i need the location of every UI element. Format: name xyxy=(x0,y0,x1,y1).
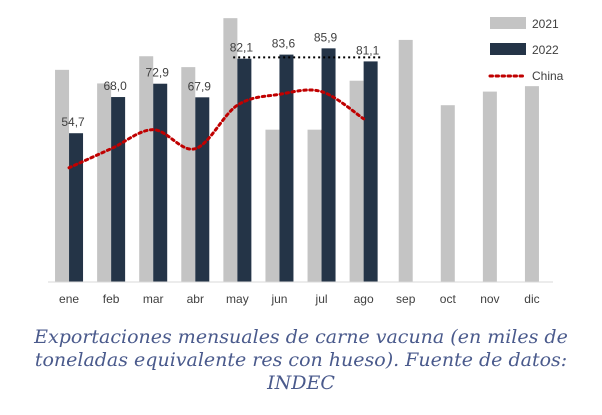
bar-2021-jul xyxy=(307,129,322,282)
x-tick-label-may: may xyxy=(226,292,249,306)
bar-2022-mar xyxy=(153,83,168,282)
x-tick-label-ene: ene xyxy=(59,292,79,306)
data-label-2022-abr: 67,9 xyxy=(188,79,212,93)
bar-2022-abr xyxy=(195,97,210,282)
bar-2021-ene xyxy=(55,69,70,282)
caption-line: INDEC xyxy=(267,372,335,394)
legend-swatch-2022 xyxy=(490,43,526,55)
figure-caption: Exportaciones mensuales de carne vacuna … xyxy=(10,326,592,395)
bar-2021-jun xyxy=(265,129,280,282)
data-label-2022-ago: 81,1 xyxy=(356,43,380,57)
x-tick-label-ago: ago xyxy=(354,292,374,306)
caption-line: toneladas equivalente res con hueso). Fu… xyxy=(34,349,568,371)
bar-2021-nov xyxy=(482,91,497,282)
x-tick-label-oct: oct xyxy=(440,292,457,306)
legend-label-2021: 2021 xyxy=(532,17,559,31)
x-tick-label-nov: nov xyxy=(480,292,499,306)
data-label-2022-feb: 68,0 xyxy=(103,79,127,93)
legend-label-China: China xyxy=(532,69,564,83)
bar-2022-ago xyxy=(363,61,378,282)
data-label-2022-jul: 85,9 xyxy=(314,30,338,44)
bar-2022-ene xyxy=(69,133,84,282)
x-tick-label-sep: sep xyxy=(396,292,416,306)
legend-label-2022: 2022 xyxy=(532,43,559,57)
data-label-2022-mar: 72,9 xyxy=(146,66,170,80)
data-label-2022-ene: 54,7 xyxy=(61,115,85,129)
data-label-2022-may: 82,1 xyxy=(230,41,254,55)
bar-2021-may xyxy=(223,18,238,282)
legend-swatch-2021 xyxy=(490,17,526,29)
x-tick-label-abr: abr xyxy=(187,292,204,306)
x-tick-label-jul: jul xyxy=(315,292,328,306)
bar-2021-abr xyxy=(181,67,196,283)
bar-2022-jun xyxy=(279,54,294,282)
bar-2022-jul xyxy=(321,48,336,282)
x-tick-label-mar: mar xyxy=(143,292,164,306)
data-label-2022-jun: 83,6 xyxy=(272,37,296,51)
bar-2021-sep xyxy=(398,39,413,282)
bar-2022-feb xyxy=(111,97,126,282)
x-tick-label-feb: feb xyxy=(103,292,120,306)
caption-line: Exportaciones mensuales de carne vacuna … xyxy=(34,326,568,348)
bar-2022-may xyxy=(237,58,252,282)
x-tick-label-jun: jun xyxy=(270,292,287,306)
bar-2021-ago xyxy=(349,80,364,282)
china-series-line xyxy=(67,88,366,170)
bar-2021-feb xyxy=(97,83,112,282)
bar-2021-dic xyxy=(524,86,539,282)
bar-2021-oct xyxy=(440,105,455,282)
x-tick-label-dic: dic xyxy=(524,292,539,306)
bar-chart: 54,7 ene 68,0 feb 72,9 mar 67,9 abr 82,1 may 83,6 j… xyxy=(48,17,564,306)
bar-2021-mar xyxy=(139,56,154,282)
